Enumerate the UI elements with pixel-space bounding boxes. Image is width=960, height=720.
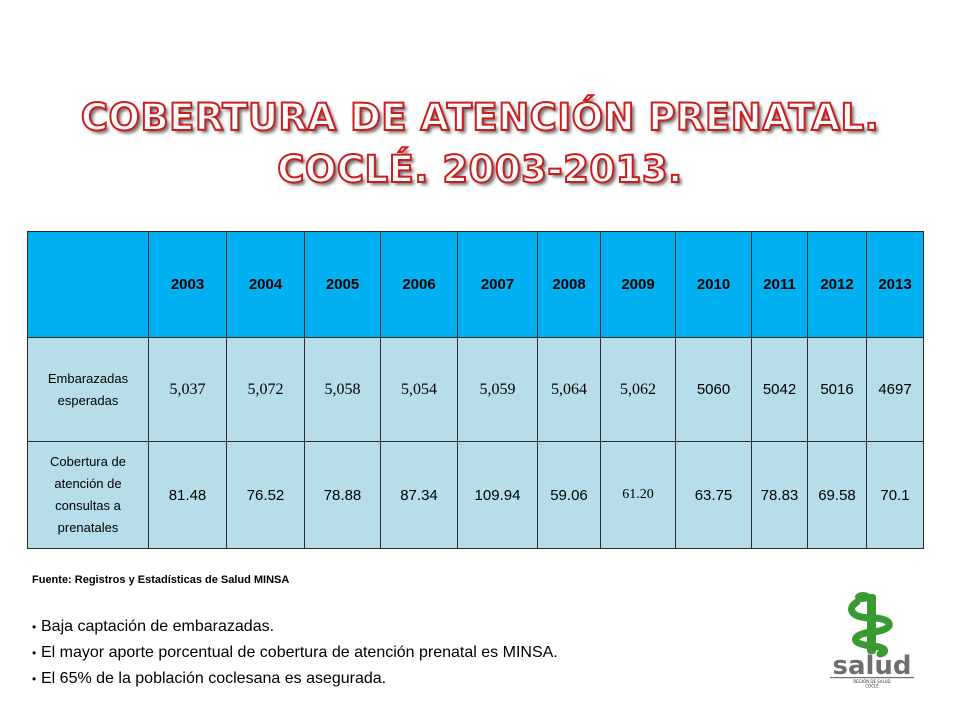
table-cell: 5042: [751, 337, 808, 442]
table-cell: 4697: [866, 337, 924, 442]
table-corner-cell: [27, 231, 149, 338]
table-row: Cobertura de atención de consultas a pre…: [27, 441, 924, 549]
caduceus-snake-icon: salud REGIÓN DE SALUD COCLÉ: [830, 592, 914, 689]
table-cell: 78.88: [304, 441, 381, 549]
row-label-prenatal-coverage: Cobertura de atención de consultas a pre…: [27, 441, 149, 549]
list-item: • El mayor aporte porcentual de cobertura…: [32, 640, 752, 666]
bullet-icon: •: [32, 620, 37, 634]
table-cell: 5,054: [380, 337, 458, 442]
svg-text:COCLÉ: COCLÉ: [865, 684, 879, 689]
year-header: 2004: [226, 231, 305, 338]
year-header: 2003: [148, 231, 227, 338]
table-cell: 5060: [675, 337, 752, 442]
table-cell: 5,059: [457, 337, 538, 442]
year-header: 2009: [600, 231, 676, 338]
table-cell: 87.34: [380, 441, 458, 549]
table-cell: 76.52: [226, 441, 305, 549]
table-cell: 5016: [807, 337, 867, 442]
table-cell: 78.83: [751, 441, 808, 549]
slide-title: COBERTURA DE ATENCIÓN PRENATAL. COCLÉ. 2…: [0, 92, 960, 196]
svg-text:salud: salud: [832, 651, 911, 681]
table-cell: 5,064: [537, 337, 601, 442]
year-header: 2007: [457, 231, 538, 338]
year-header: 2013: [866, 231, 924, 338]
bullet-icon: •: [32, 646, 37, 660]
table-cell: 109.94: [457, 441, 538, 549]
table-cell: 5,062: [600, 337, 676, 442]
svg-text:REGIÓN DE SALUD: REGIÓN DE SALUD: [853, 679, 890, 684]
bullet-text: El 65% de la población coclesana es aseg…: [41, 670, 387, 687]
table-cell: 70.1: [866, 441, 924, 549]
minsa-salud-logo: salud REGIÓN DE SALUD COCLÉ: [822, 588, 922, 688]
table-cell: 69.58: [807, 441, 867, 549]
table-cell: 81.48: [148, 441, 227, 549]
year-header: 2006: [380, 231, 458, 338]
year-header: 2005: [304, 231, 381, 338]
year-header: 2010: [675, 231, 752, 338]
title-line-1: COBERTURA DE ATENCIÓN PRENATAL.: [80, 95, 880, 140]
bullet-text: Baja captación de embarazadas.: [41, 618, 275, 635]
year-header: 2012: [807, 231, 867, 338]
table-cell: 61.20: [600, 441, 676, 549]
prenatal-coverage-table: 2003 2004 2005 2006 2007 2008 2009 2010 …: [27, 231, 924, 549]
table-cell: 59.06: [537, 441, 601, 549]
table-cell: 5,037: [148, 337, 227, 442]
bullet-icon: •: [32, 672, 37, 686]
bullet-list: • Baja captación de embarazadas. • El mayo…: [32, 614, 752, 692]
year-header: 2011: [751, 231, 808, 338]
row-label-expected-pregnancies: Embarazadas esperadas: [27, 337, 149, 442]
list-item: • Baja captación de embarazadas.: [32, 614, 752, 640]
title-line-2: COCLÉ. 2003-2013.: [276, 147, 683, 192]
table-cell: 63.75: [675, 441, 752, 549]
source-note: Fuente: Registros y Estadísticas de Salu…: [32, 574, 290, 586]
table-cell: 5,072: [226, 337, 305, 442]
list-item: • El 65% de la población coclesana es ase…: [32, 666, 752, 692]
table-header-row: 2003 2004 2005 2006 2007 2008 2009 2010 …: [27, 231, 924, 338]
table-row: Embarazadas esperadas 5,037 5,072 5,058 …: [27, 337, 924, 442]
table-cell: 5,058: [304, 337, 381, 442]
year-header: 2008: [537, 231, 601, 338]
bullet-text: El mayor aporte porcentual de cobertura …: [41, 644, 558, 661]
